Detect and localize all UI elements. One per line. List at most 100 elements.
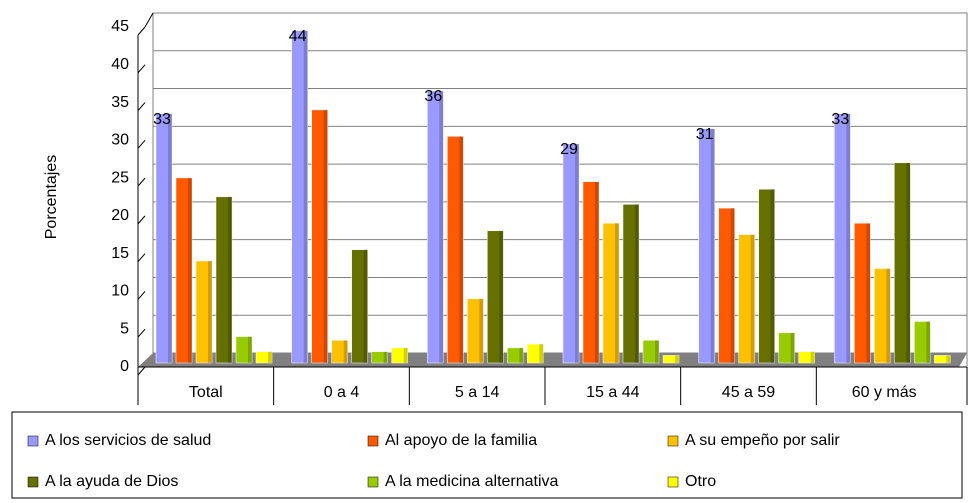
bar (215, 196, 233, 364)
y-tick (137, 328, 146, 338)
bar-shade (519, 347, 524, 363)
bar-shade (248, 336, 252, 363)
legend-box (11, 411, 963, 499)
x-tick-label: 45 a 59 (722, 384, 775, 401)
data-label: 33 (153, 111, 171, 128)
legend-swatch (27, 435, 39, 447)
bar-shade (595, 181, 599, 363)
y-tick-label: 5 (120, 320, 129, 337)
bar (391, 347, 408, 364)
legend-swatch (667, 435, 679, 447)
y-tick (137, 215, 146, 225)
bar-shade (363, 249, 368, 363)
y-tick-label: 25 (111, 169, 129, 186)
bar (195, 260, 213, 364)
y-tick (137, 102, 146, 111)
bar (371, 351, 388, 364)
bar-shade (675, 355, 679, 363)
legend-swatch (667, 476, 679, 488)
y-tick-label: 15 (111, 245, 129, 262)
y-tick (137, 291, 146, 300)
bar (874, 268, 891, 364)
legend-swatch (367, 435, 379, 447)
bar-shade (343, 340, 348, 363)
legend-label: Al apoyo de la familia (385, 432, 537, 449)
legend-label: A los servicios de salud (45, 432, 211, 449)
x-tick-label: 15 a 44 (586, 384, 639, 401)
bar (155, 113, 173, 364)
bar-shade (539, 344, 544, 363)
legend-label: A la medicina alternativa (385, 473, 559, 490)
bar-shade (810, 351, 815, 363)
bar-shade (403, 347, 408, 363)
bar (291, 30, 308, 364)
bar-shade (926, 321, 931, 363)
bar-shade (268, 351, 272, 363)
legend-label: A su empeño por salir (685, 432, 840, 449)
bar-shade (615, 223, 619, 363)
bar (331, 340, 348, 364)
bar-shade (575, 143, 579, 363)
bar (527, 343, 544, 364)
bar-shade (866, 223, 871, 363)
data-label: 33 (831, 111, 849, 128)
data-label: 31 (696, 126, 714, 143)
bar (718, 207, 735, 364)
y-tick-label: 0 (120, 358, 129, 375)
bar (778, 332, 795, 364)
bar (914, 321, 931, 364)
y-tick-label: 35 (111, 94, 129, 111)
bar (698, 128, 715, 364)
bar (834, 113, 851, 364)
data-label: 29 (560, 141, 578, 158)
legend-swatch (27, 476, 39, 488)
bar-shade (710, 128, 715, 363)
y-tick (137, 253, 146, 262)
bar-shade (303, 30, 308, 364)
bar-shade (208, 261, 212, 363)
bar (467, 298, 484, 364)
bar (854, 222, 871, 364)
bar (235, 336, 253, 364)
bar (487, 230, 504, 364)
bar (427, 90, 444, 364)
data-label: 36 (424, 88, 442, 105)
legend-label: A la ayuda de Dios (45, 473, 178, 490)
y-tick-label: 40 (111, 56, 129, 73)
bar-shade (886, 268, 891, 363)
bar-shade (790, 332, 795, 363)
bar-shade (906, 162, 911, 363)
y-tick-label: 20 (111, 207, 129, 224)
bar (255, 351, 273, 364)
bar (934, 355, 951, 364)
bar-shade (635, 204, 639, 363)
bar-shade (383, 351, 388, 363)
bar-shade (188, 177, 192, 363)
y-tick (137, 140, 146, 149)
y-axis-depth (144, 12, 154, 28)
bar (602, 222, 620, 364)
bar (662, 355, 680, 364)
data-label: 44 (289, 28, 307, 45)
bar (622, 204, 640, 364)
y-tick-label: 30 (111, 132, 129, 149)
legend-label: Otro (685, 473, 716, 490)
bar-shade (946, 355, 951, 363)
y-tick-label: 45 (111, 18, 129, 35)
bar-shade (730, 208, 735, 363)
bar (175, 177, 193, 364)
bar (562, 143, 580, 364)
y-tick (137, 26, 146, 36)
y-tick (137, 64, 146, 74)
bar-shade (479, 298, 484, 363)
y-axis-title: Porcentajes (43, 155, 60, 240)
bar-shade (846, 113, 851, 364)
x-tick-label: 60 y más (852, 384, 917, 401)
bar (798, 351, 815, 364)
bar (894, 162, 911, 364)
bar-shade (228, 196, 232, 363)
x-tick-label: 0 a 4 (324, 384, 360, 401)
bar (642, 340, 660, 364)
bar (507, 347, 524, 364)
x-tick-label: Total (189, 384, 223, 401)
